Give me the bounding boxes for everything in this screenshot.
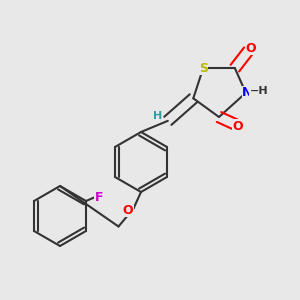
Text: H: H [153,111,162,121]
Text: O: O [123,203,134,217]
Text: −H: −H [250,86,269,96]
Text: S: S [199,62,208,75]
Text: O: O [245,42,256,55]
Text: N: N [242,86,253,99]
Text: F: F [94,191,103,204]
Text: O: O [232,119,243,133]
